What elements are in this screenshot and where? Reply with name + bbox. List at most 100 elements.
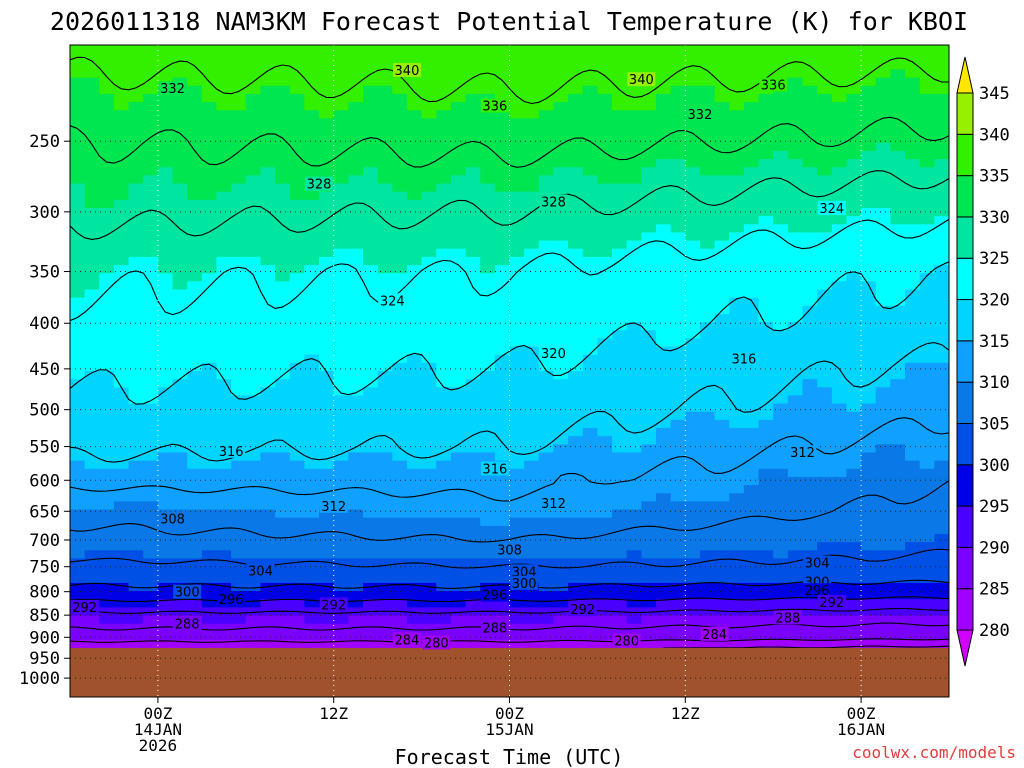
contour-fill-cell bbox=[187, 428, 203, 437]
contour-fill-cell bbox=[524, 623, 540, 633]
contour-fill-cell bbox=[582, 623, 598, 633]
contour-fill-cell bbox=[245, 232, 262, 242]
contour-fill-cell bbox=[172, 126, 188, 136]
contour-fill-cell bbox=[289, 265, 305, 274]
contour-fill-cell bbox=[553, 525, 569, 535]
contour-fill-cell bbox=[99, 289, 115, 299]
contour-fill-cell bbox=[494, 216, 511, 225]
x-tick-label: 00Z bbox=[143, 704, 172, 723]
contour-fill-cell bbox=[802, 436, 818, 445]
contour-fill-cell bbox=[773, 126, 789, 136]
contour-fill-cell bbox=[494, 452, 511, 462]
contour-fill-cell bbox=[875, 346, 891, 356]
contour-fill-cell bbox=[84, 362, 100, 372]
contour-fill-cell bbox=[494, 436, 511, 445]
contour-fill-cell bbox=[743, 501, 760, 511]
contour-fill-cell bbox=[802, 534, 818, 543]
contour-fill-cell bbox=[392, 354, 408, 364]
contour-fill-cell bbox=[509, 330, 525, 339]
contour-fill-cell bbox=[113, 395, 130, 405]
contour-fill-cell bbox=[743, 281, 760, 291]
contour-fill-cell bbox=[348, 338, 364, 348]
contour-fill-cell bbox=[861, 501, 877, 511]
contour-fill-cell bbox=[787, 338, 804, 348]
contour-fill-cell bbox=[626, 566, 642, 576]
contour-fill-cell bbox=[289, 110, 305, 119]
contour-fill-cell bbox=[670, 476, 686, 486]
contour-fill-cell bbox=[612, 558, 628, 568]
contour-fill-cell bbox=[84, 468, 100, 478]
contour-fill-cell bbox=[392, 248, 408, 258]
contour-fill-cell bbox=[70, 167, 86, 176]
colorbar-swatch bbox=[956, 588, 974, 631]
contour-fill-cell bbox=[201, 395, 218, 405]
contour-fill-cell bbox=[128, 615, 144, 625]
contour-fill-cell bbox=[450, 208, 467, 217]
contour-fill-cell bbox=[245, 224, 262, 234]
contour-fill-cell bbox=[363, 297, 379, 307]
contour-fill-cell bbox=[714, 93, 730, 103]
contour-fill-cell bbox=[890, 476, 906, 486]
contour-fill-cell bbox=[553, 534, 569, 543]
contour-fill-cell bbox=[245, 142, 262, 152]
contour-fill-cell bbox=[641, 191, 657, 201]
contour-fill-cell bbox=[231, 460, 247, 470]
contour-fill-cell bbox=[465, 232, 481, 242]
contour-fill-cell bbox=[831, 509, 848, 519]
contour-fill-cell bbox=[509, 534, 525, 543]
contour-fill-cell bbox=[377, 265, 393, 274]
contour-fill-cell bbox=[773, 305, 789, 315]
contour-fill-cell bbox=[714, 493, 730, 502]
contour-fill-cell bbox=[304, 558, 320, 568]
contour-fill-cell bbox=[260, 224, 276, 234]
contour-fill-cell bbox=[392, 379, 408, 388]
contour-fill-cell bbox=[319, 452, 335, 462]
contour-fill-cell bbox=[348, 175, 364, 185]
contour-fill-cell bbox=[70, 371, 86, 380]
colorbar-swatch bbox=[956, 133, 974, 177]
contour-fill-cell bbox=[113, 501, 130, 511]
contour-fill-cell bbox=[670, 142, 686, 152]
contour-fill-cell bbox=[641, 102, 657, 111]
contour-fill-cell bbox=[919, 485, 935, 494]
contour-fill-cell bbox=[348, 550, 364, 560]
contour-fill-cell bbox=[275, 493, 291, 502]
contour-fill-cell bbox=[831, 468, 848, 478]
contour-fill-cell bbox=[363, 550, 379, 560]
contour-fill-cell bbox=[260, 45, 276, 54]
contour-fill-cell bbox=[524, 501, 540, 511]
contour-fill-cell bbox=[216, 85, 232, 95]
contour-fill-cell bbox=[187, 346, 203, 356]
contour-label: 332 bbox=[688, 108, 713, 123]
contour-fill-cell bbox=[216, 126, 232, 136]
contour-fill-cell bbox=[128, 574, 144, 584]
contour-fill-cell bbox=[875, 118, 891, 128]
contour-label: 328 bbox=[541, 195, 566, 210]
contour-fill-cell bbox=[231, 525, 247, 535]
contour-fill-cell bbox=[113, 411, 130, 421]
contour-fill-cell bbox=[597, 509, 613, 519]
contour-fill-cell bbox=[333, 623, 349, 633]
contour-fill-cell bbox=[450, 61, 467, 71]
contour-fill-cell bbox=[421, 623, 437, 633]
contour-fill-cell bbox=[406, 77, 423, 87]
contour-fill-cell bbox=[113, 607, 130, 617]
contour-fill-cell bbox=[699, 460, 716, 470]
contour-fill-cell bbox=[919, 354, 935, 364]
contour-fill-cell bbox=[612, 362, 628, 372]
contour-line-328 bbox=[70, 170, 949, 240]
contour-fill-cell bbox=[641, 428, 657, 437]
contour-fill-cell bbox=[861, 183, 877, 193]
contour-fill-cell bbox=[421, 134, 437, 144]
contour-fill-cell bbox=[568, 167, 584, 176]
contour-fill-cell bbox=[70, 322, 86, 331]
contour-fill-cell bbox=[143, 615, 159, 625]
contour-fill-cell bbox=[128, 387, 144, 397]
contour-fill-cell bbox=[656, 175, 672, 185]
contour-fill-cell bbox=[509, 322, 525, 331]
contour-fill-cell bbox=[231, 93, 247, 103]
contour-fill-cell bbox=[128, 517, 144, 527]
contour-fill-cell bbox=[201, 159, 218, 168]
contour-fill-cell bbox=[480, 273, 496, 282]
contour-fill-cell bbox=[157, 330, 174, 339]
